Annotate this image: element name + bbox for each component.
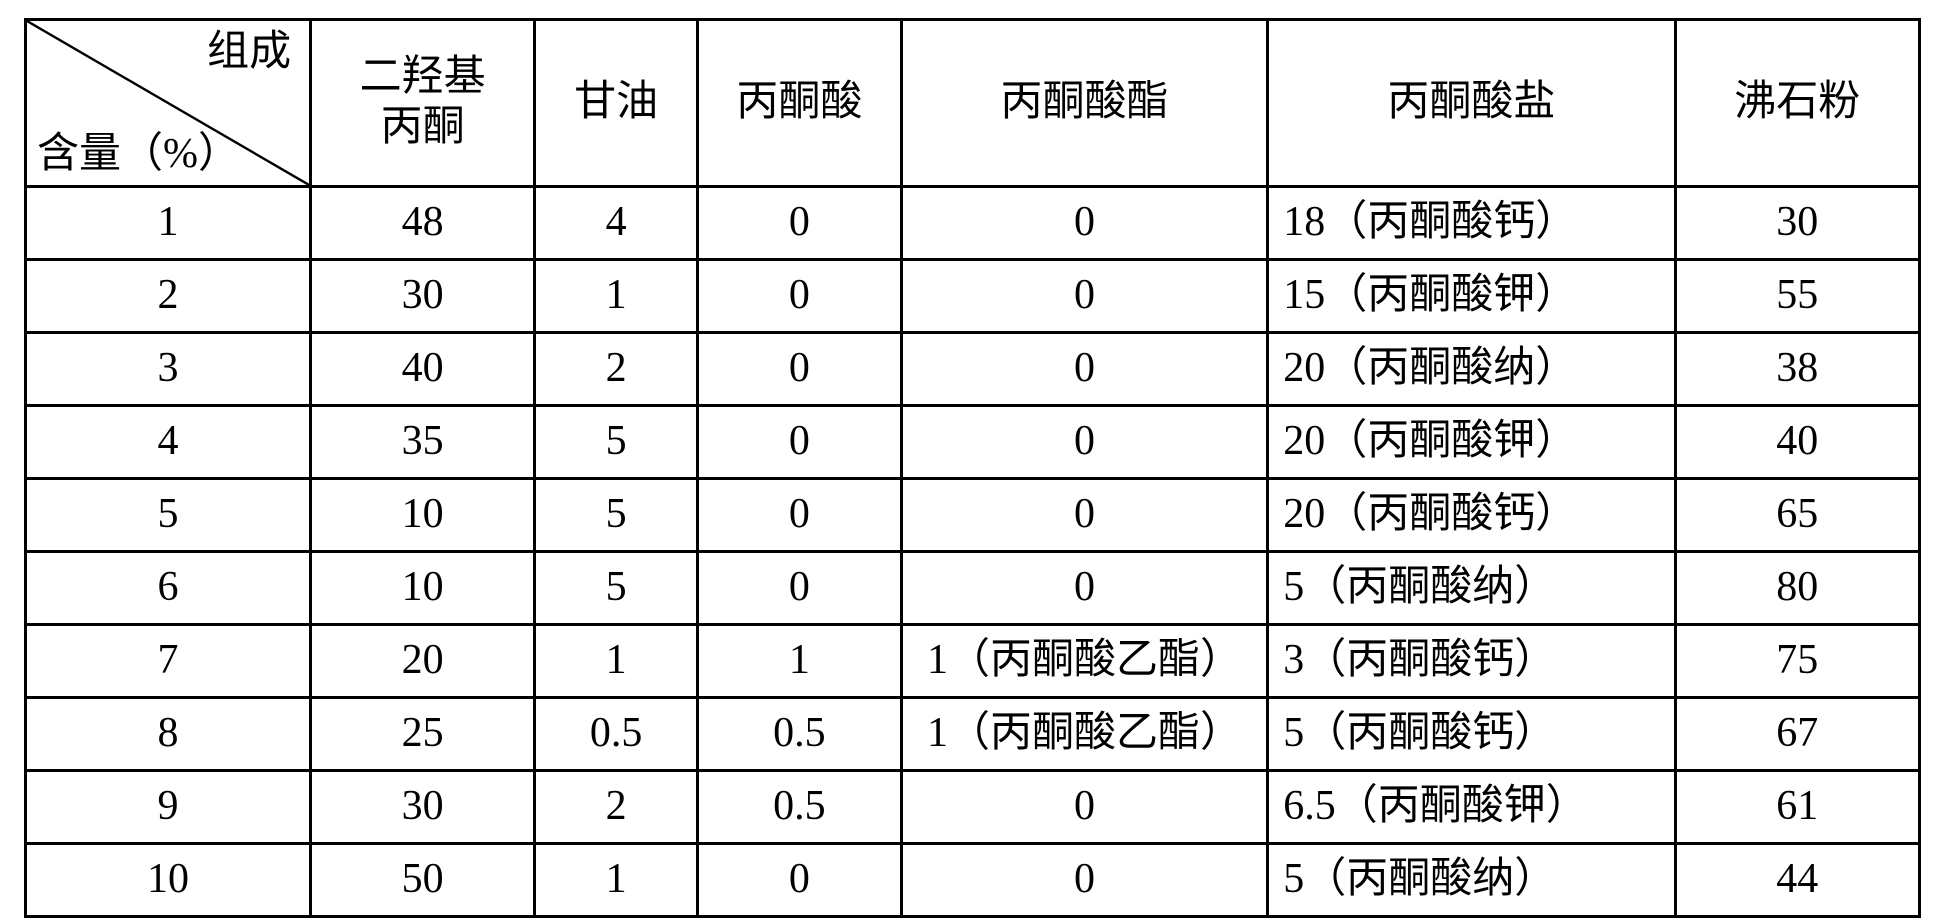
cell-pyruvate-ester: 1（丙酮酸乙酯） — [901, 625, 1268, 698]
cell-glycerol: 1 — [535, 260, 698, 333]
cell-pyruvate-ester: 0 — [901, 333, 1268, 406]
row-index: 8 — [26, 698, 311, 771]
cell-glycerol: 5 — [535, 552, 698, 625]
cell-dha: 10 — [311, 552, 535, 625]
cell-glycerol: 5 — [535, 479, 698, 552]
cell-pyruvate-salt: 5（丙酮酸纳） — [1268, 844, 1675, 917]
cell-pyruvic-acid: 0 — [698, 552, 902, 625]
row-index: 10 — [26, 844, 311, 917]
col-header-pyruvate-salt: 丙酮酸盐 — [1268, 20, 1675, 187]
cell-pyruvate-ester: 0 — [901, 187, 1268, 260]
table-header-row: 组成 含量（%） 二羟基 丙酮 甘油 丙酮酸 丙酮酸酯 丙酮酸盐 沸石粉 — [26, 20, 1920, 187]
cell-zeolite: 80 — [1675, 552, 1919, 625]
cell-pyruvic-acid: 0 — [698, 844, 902, 917]
row-index: 3 — [26, 333, 311, 406]
row-index: 4 — [26, 406, 311, 479]
cell-zeolite: 40 — [1675, 406, 1919, 479]
cell-pyruvate-salt: 20（丙酮酸纳） — [1268, 333, 1675, 406]
cell-pyruvate-ester: 0 — [901, 771, 1268, 844]
table-body: 14840018（丙酮酸钙）3023010015（丙酮酸钾）5534020020… — [26, 187, 1920, 917]
cell-dha: 35 — [311, 406, 535, 479]
cell-pyruvate-salt: 6.5（丙酮酸钾） — [1268, 771, 1675, 844]
cell-glycerol: 1 — [535, 844, 698, 917]
row-index: 1 — [26, 187, 311, 260]
cell-pyruvate-salt: 20（丙酮酸钾） — [1268, 406, 1675, 479]
cell-pyruvate-ester: 1（丙酮酸乙酯） — [901, 698, 1268, 771]
cell-pyruvate-salt: 5（丙酮酸钙） — [1268, 698, 1675, 771]
cell-pyruvate-salt: 18（丙酮酸钙） — [1268, 187, 1675, 260]
cell-zeolite: 75 — [1675, 625, 1919, 698]
cell-dha: 25 — [311, 698, 535, 771]
cell-pyruvic-acid: 0 — [698, 187, 902, 260]
cell-pyruvate-ester: 0 — [901, 479, 1268, 552]
col-header-pyruvate-ester: 丙酮酸酯 — [901, 20, 1268, 187]
col-header-dha: 二羟基 丙酮 — [311, 20, 535, 187]
table-row: 14840018（丙酮酸钙）30 — [26, 187, 1920, 260]
table-row: 8250.50.51（丙酮酸乙酯）5（丙酮酸钙）67 — [26, 698, 1920, 771]
table-row: 6105005（丙酮酸纳）80 — [26, 552, 1920, 625]
table-row: 34020020（丙酮酸纳）38 — [26, 333, 1920, 406]
row-index: 9 — [26, 771, 311, 844]
cell-dha: 30 — [311, 771, 535, 844]
table-row: 23010015（丙酮酸钾）55 — [26, 260, 1920, 333]
cell-glycerol: 5 — [535, 406, 698, 479]
cell-dha: 48 — [311, 187, 535, 260]
cell-dha: 50 — [311, 844, 535, 917]
header-composition-label: 组成 — [207, 29, 291, 75]
cell-pyruvate-ester: 0 — [901, 260, 1268, 333]
table-row: 10501005（丙酮酸纳）44 — [26, 844, 1920, 917]
cell-dha: 40 — [311, 333, 535, 406]
table-row: 43550020（丙酮酸钾）40 — [26, 406, 1920, 479]
cell-zeolite: 61 — [1675, 771, 1919, 844]
cell-glycerol: 2 — [535, 333, 698, 406]
cell-zeolite: 44 — [1675, 844, 1919, 917]
table-row: 51050020（丙酮酸钙）65 — [26, 479, 1920, 552]
cell-pyruvate-salt: 3（丙酮酸钙） — [1268, 625, 1675, 698]
row-index: 5 — [26, 479, 311, 552]
cell-pyruvic-acid: 0.5 — [698, 771, 902, 844]
cell-dha: 20 — [311, 625, 535, 698]
header-content-pct-label: 含量（%） — [37, 131, 240, 177]
cell-pyruvic-acid: 0 — [698, 260, 902, 333]
table-row: 720111（丙酮酸乙酯）3（丙酮酸钙）75 — [26, 625, 1920, 698]
col-header-pyruvic-acid: 丙酮酸 — [698, 20, 902, 187]
row-index: 6 — [26, 552, 311, 625]
row-index: 7 — [26, 625, 311, 698]
cell-pyruvic-acid: 0 — [698, 479, 902, 552]
cell-pyruvate-salt: 5（丙酮酸纳） — [1268, 552, 1675, 625]
cell-zeolite: 38 — [1675, 333, 1919, 406]
col-header-glycerol: 甘油 — [535, 20, 698, 187]
cell-pyruvate-ester: 0 — [901, 844, 1268, 917]
cell-zeolite: 65 — [1675, 479, 1919, 552]
cell-zeolite: 55 — [1675, 260, 1919, 333]
cell-dha: 30 — [311, 260, 535, 333]
cell-glycerol: 0.5 — [535, 698, 698, 771]
row-index: 2 — [26, 260, 311, 333]
cell-zeolite: 30 — [1675, 187, 1919, 260]
table-row: 93020.506.5（丙酮酸钾）61 — [26, 771, 1920, 844]
diagonal-header-cell: 组成 含量（%） — [26, 20, 311, 187]
cell-pyruvic-acid: 1 — [698, 625, 902, 698]
cell-pyruvate-ester: 0 — [901, 552, 1268, 625]
cell-dha: 10 — [311, 479, 535, 552]
composition-table: 组成 含量（%） 二羟基 丙酮 甘油 丙酮酸 丙酮酸酯 丙酮酸盐 沸石粉 148… — [24, 18, 1921, 918]
cell-glycerol: 1 — [535, 625, 698, 698]
cell-zeolite: 67 — [1675, 698, 1919, 771]
cell-pyruvic-acid: 0.5 — [698, 698, 902, 771]
cell-pyruvate-ester: 0 — [901, 406, 1268, 479]
col-header-zeolite: 沸石粉 — [1675, 20, 1919, 187]
col-header-dha-l1: 二羟基 — [360, 54, 486, 100]
cell-pyruvate-salt: 20（丙酮酸钙） — [1268, 479, 1675, 552]
col-header-dha-l2: 丙酮 — [381, 104, 465, 150]
cell-glycerol: 4 — [535, 187, 698, 260]
cell-pyruvic-acid: 0 — [698, 333, 902, 406]
cell-glycerol: 2 — [535, 771, 698, 844]
cell-pyruvate-salt: 15（丙酮酸钾） — [1268, 260, 1675, 333]
cell-pyruvic-acid: 0 — [698, 406, 902, 479]
